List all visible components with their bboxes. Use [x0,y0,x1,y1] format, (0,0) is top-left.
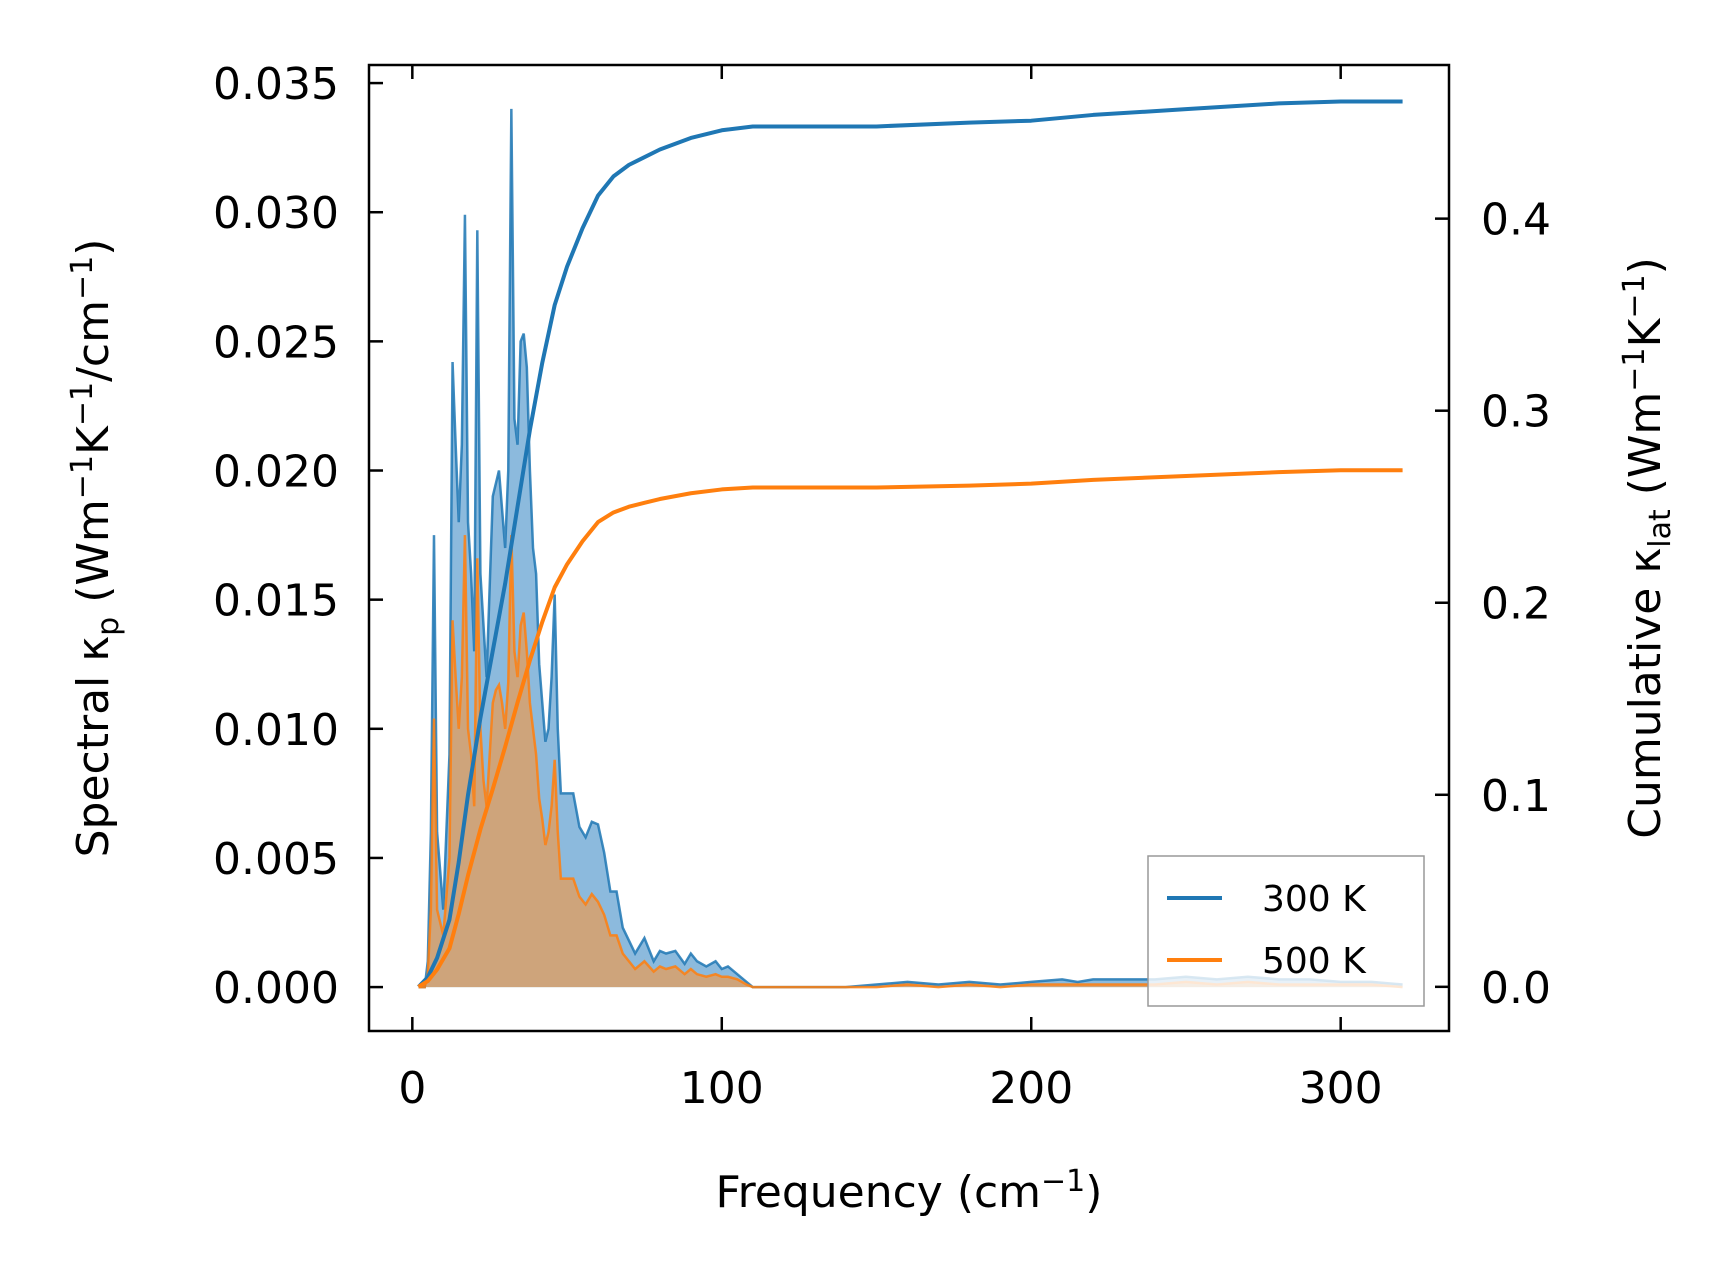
y2-tick-label: 0.2 [1481,579,1551,630]
y-tick-label: 0.030 [213,188,339,239]
y-tick-label: 0.035 [213,59,339,110]
y2-tick-label: 0.3 [1481,387,1551,438]
cumulative-line-500k [417,468,1403,989]
y-tick-label: 0.020 [213,447,339,498]
x-tick-label: 200 [989,1063,1073,1114]
y2-tick-label: 0.0 [1481,963,1551,1014]
cumulative-line-300k [417,99,1403,989]
y2-tick-label: 0.1 [1481,771,1551,822]
spectral-fill-500k [418,535,1403,988]
legend-box [1147,855,1425,1007]
plot-frame [367,63,1451,1033]
legend: 300 K 500 K [1147,855,1425,1007]
spectral-line-300k [418,108,1403,989]
y-tick-label: 0.000 [213,963,339,1014]
y-axis-label: Spectral κp (Wm−1K−1/cm−1) [65,239,126,858]
y-tick-label: 0.005 [213,834,339,885]
x-tick-label: 0 [398,1063,426,1114]
y-tick-label: 0.025 [213,317,339,368]
x-tick-label: 100 [680,1063,764,1114]
series-layer [417,99,1403,989]
spectral-line-500k [418,535,1403,989]
x-axis-label: Frequency (cm−1) [716,1164,1103,1218]
legend-label-300k: 300 K [1262,879,1367,920]
y-tick-label: 0.015 [213,576,339,627]
ticks-layer: 0 100 200 300 0.000 0.005 0.010 0.015 0.020 0.025… [213,59,1551,1114]
y2-tick-label: 0.4 [1481,195,1551,246]
x-tick-label: 300 [1299,1063,1383,1114]
legend-label-500k: 500 K [1262,941,1367,982]
y2-axis-label: Cumulative κlat (Wm−1K−1) [1617,257,1678,839]
y-tick-label: 0.010 [213,705,339,756]
